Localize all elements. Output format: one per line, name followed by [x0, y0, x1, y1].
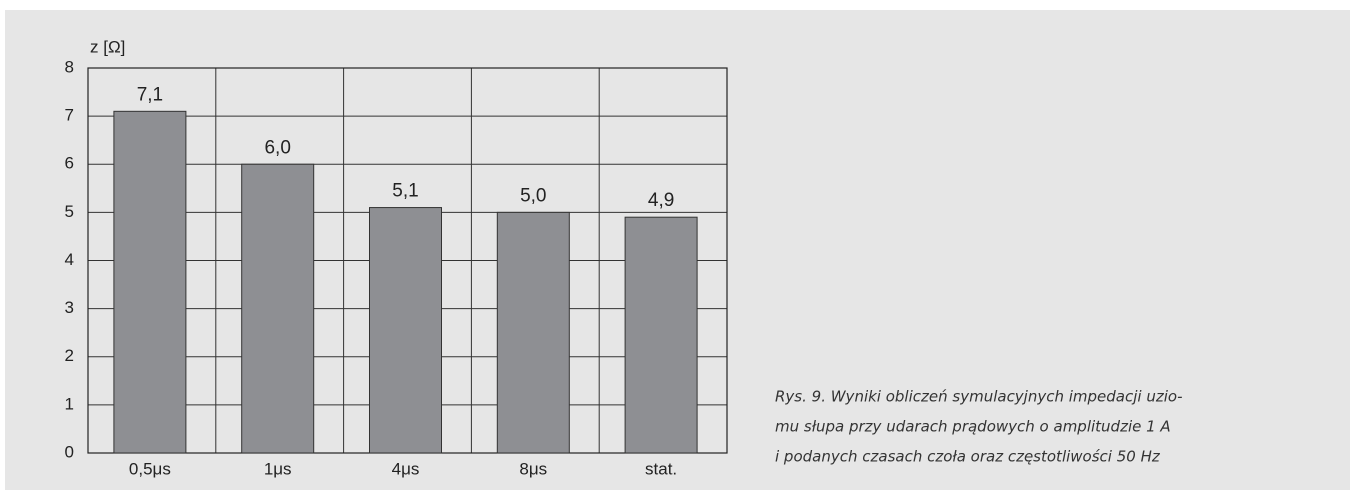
bar — [369, 207, 442, 454]
y-tick-label: 8 — [65, 57, 74, 76]
bar — [624, 216, 698, 454]
bar — [241, 163, 315, 454]
x-tick-label: 8μs — [519, 459, 547, 478]
y-tick-label: 3 — [65, 298, 74, 317]
caption-line: i podanych czasach czoła oraz częstotliw… — [775, 448, 1161, 466]
x-tick-label: 1μs — [264, 459, 292, 478]
bar — [113, 110, 187, 454]
x-tick-label: 4μs — [392, 459, 420, 478]
y-axis-label: z [Ω] — [90, 37, 125, 56]
y-tick-label: 2 — [65, 346, 74, 365]
y-tick-label: 0 — [65, 442, 74, 461]
value-label: 4,9 — [648, 190, 674, 211]
caption-line: Rys. 9. Wyniki obliczeń symulacyjnych im… — [775, 388, 1183, 406]
x-tick-label: stat. — [645, 459, 677, 478]
value-label: 5,0 — [520, 185, 546, 206]
y-tick-label: 5 — [65, 202, 74, 221]
value-label: 7,1 — [137, 84, 163, 105]
y-tick-label: 1 — [65, 394, 74, 413]
value-label: 6,0 — [264, 137, 290, 158]
value-label: 5,1 — [392, 181, 418, 202]
caption-line: mu słupa przy udarach prądowych o amplit… — [775, 418, 1171, 436]
x-tick-label: 0,5μs — [129, 459, 171, 478]
y-tick-label: 6 — [65, 154, 74, 173]
bar — [496, 211, 570, 454]
y-tick-label: 7 — [65, 106, 74, 125]
y-tick-label: 4 — [65, 250, 74, 269]
